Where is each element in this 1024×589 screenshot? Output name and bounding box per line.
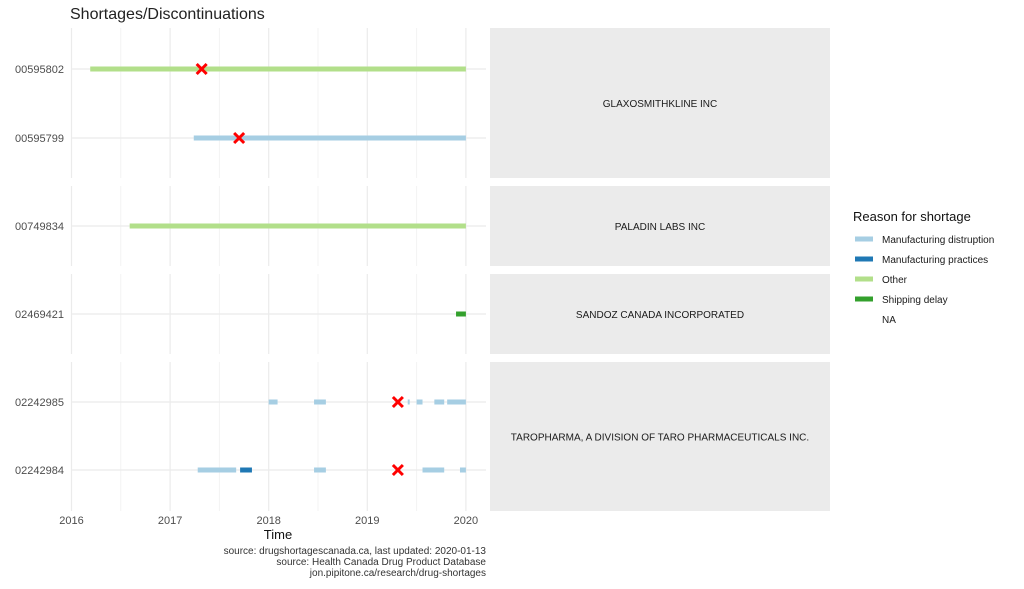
- y-tick-label: 02469421: [15, 309, 64, 321]
- facet-strip-label: GLAXOSMITHKLINE INC: [603, 99, 717, 110]
- discontinued-marker: [391, 463, 404, 477]
- discontinued-marker: [233, 131, 246, 145]
- facet-strip-label: PALADIN LABS INC: [615, 222, 705, 233]
- caption-line: jon.pipitone.ca/research/drug-shortages: [309, 568, 486, 579]
- legend-label: Manufacturing distruption: [882, 235, 994, 246]
- legend-label: NA: [882, 315, 896, 326]
- facet-panel: 00749834 PALADIN LABS INC: [15, 186, 830, 266]
- legend-label: Shipping delay: [882, 295, 948, 306]
- facet-strip: [490, 186, 830, 266]
- facet-strip: [490, 362, 830, 511]
- x-tick-label: 2018: [256, 515, 280, 527]
- y-tick-label: 00595799: [15, 133, 64, 145]
- x-mark-stroke: [391, 395, 404, 409]
- legend-label: Other: [882, 275, 908, 286]
- discontinued-marker: [391, 395, 404, 409]
- facet-panel: 02242985 02242984 TAROPHARMA, A DIVISION O…: [15, 362, 830, 511]
- legend-label: Manufacturing practices: [882, 255, 988, 266]
- x-tick-label: 2020: [454, 515, 478, 527]
- facet-panel: 02469421 SANDOZ CANADA INCORPORATED: [15, 274, 830, 354]
- x-tick-label: 2016: [59, 515, 83, 527]
- y-tick-label: 02242984: [15, 465, 64, 477]
- x-mark-stroke: [391, 463, 404, 477]
- legend-title: Reason for shortage: [853, 209, 971, 224]
- facet-panel: 00595802 00595799 GLAXOSMITHKLINE INC: [15, 28, 830, 178]
- facet-strip: [490, 274, 830, 354]
- x-mark-stroke: [233, 131, 246, 145]
- caption-line: source: Health Canada Drug Product Datab…: [276, 557, 486, 568]
- legend: Reason for shortage Manufacturing distru…: [853, 209, 994, 326]
- chart-title: Shortages/Discontinuations: [70, 6, 265, 23]
- facet-strip-label: TAROPHARMA, A DIVISION OF TARO PHARMACEU…: [511, 433, 809, 444]
- y-tick-label: 02242985: [15, 397, 64, 409]
- x-axis-label: Time: [264, 527, 292, 542]
- y-tick-label: 00749834: [15, 221, 64, 233]
- caption-line: source: drugshortagescanada.ca, last upd…: [224, 546, 487, 557]
- x-mark-stroke: [195, 62, 208, 76]
- y-tick-label: 00595802: [15, 64, 64, 76]
- x-tick-label: 2017: [158, 515, 182, 527]
- x-tick-label: 2019: [355, 515, 379, 527]
- facet-strip-label: SANDOZ CANADA INCORPORATED: [576, 310, 744, 321]
- facet-strip: [490, 28, 830, 178]
- discontinued-marker: [195, 62, 208, 76]
